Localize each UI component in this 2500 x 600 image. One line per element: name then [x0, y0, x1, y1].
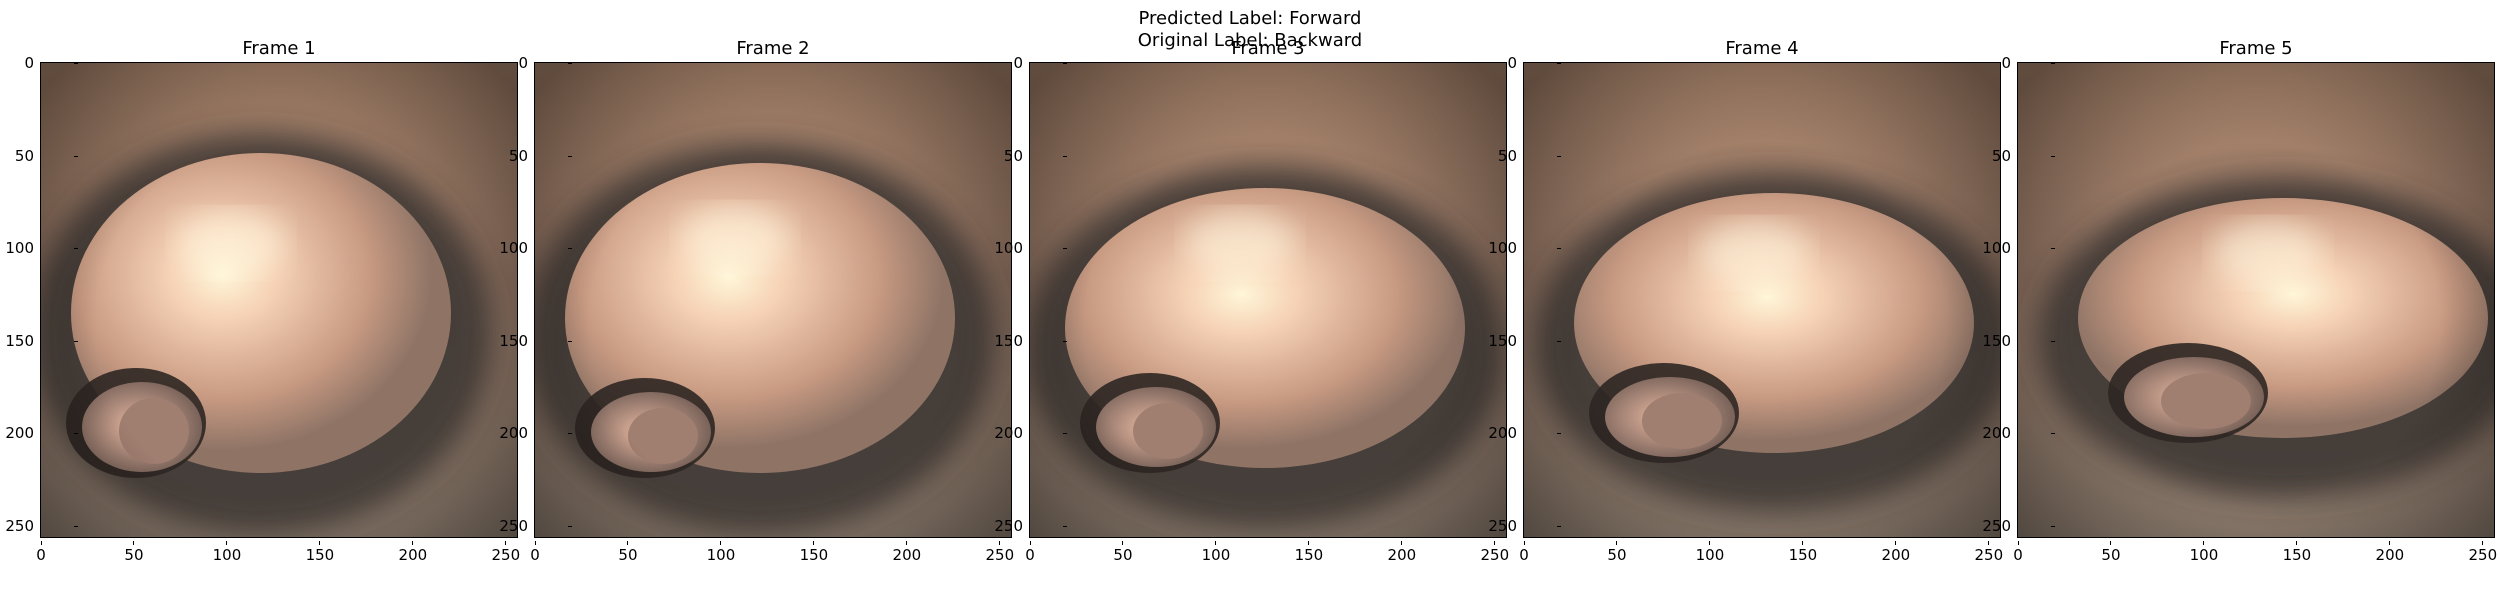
y-tick-label: 50 — [1477, 148, 1561, 164]
y-tick-label: 100 — [0, 241, 78, 256]
y-tick-label: 200 — [0, 426, 78, 441]
y-tick-label: 250 — [0, 518, 78, 534]
x-tick-label: 150 — [1289, 541, 1329, 563]
x-tick-label: 150 — [2277, 541, 2317, 563]
y-tick-label: 0 — [0, 56, 78, 71]
y-tick-label: 100 — [983, 241, 1067, 256]
y-tick-label: 50 — [488, 148, 572, 164]
y-tick-label: 150 — [488, 333, 572, 349]
x-tick-label: 200 — [2370, 541, 2410, 563]
frame-image — [2017, 62, 2495, 538]
y-tick-label: 200 — [1477, 426, 1561, 441]
y-tick-label: 150 — [0, 333, 78, 349]
frame-image — [1523, 62, 2001, 538]
x-tick-label: 0 — [515, 541, 555, 563]
y-tick-label: 200 — [1971, 426, 2055, 441]
y-tick-label: 100 — [488, 241, 572, 256]
y-tick-label: 250 — [1971, 518, 2055, 534]
frame-panel-3: Frame 3 0 50 100 150 200 250 0 50 100 150 200 250 — [994, 0, 1509, 600]
frame-image — [534, 62, 1012, 538]
y-tick-label: 150 — [1971, 333, 2055, 349]
figure-suptitle: Predicted Label: Forward Original Label:… — [0, 8, 2500, 52]
original-label: Original Label: Backward — [1137, 30, 1363, 51]
x-tick-label: 50 — [608, 541, 648, 563]
x-tick-label: 250 — [2463, 541, 2500, 563]
x-tick-label: 100 — [2184, 541, 2224, 563]
frame-panel-5: Frame 5 0 50 100 150 200 250 0 50 100 150 200 250 — [1982, 0, 2497, 600]
frame-panel-1: Frame 1 0 50 100 150 200 250 0 50 100 150 200 250 — [5, 0, 520, 600]
y-tick-label: 0 — [488, 56, 572, 71]
frame-image — [40, 62, 518, 538]
x-tick-label: 250 — [980, 541, 1020, 563]
frame-title: Frame 1 — [242, 38, 316, 59]
x-tick-label: 250 — [1475, 541, 1515, 563]
frame-title: Frame 2 — [736, 38, 810, 59]
frame-title: Frame 4 — [1725, 38, 1799, 59]
x-tick-label: 50 — [114, 541, 154, 563]
x-tick-label: 100 — [1690, 541, 1730, 563]
y-tick-label: 250 — [1477, 518, 1561, 534]
frame-title: Frame 3 — [1231, 38, 1305, 59]
predicted-label: Predicted Label: Forward — [1138, 8, 1362, 29]
x-tick-label: 150 — [300, 541, 340, 563]
x-tick-label: 200 — [1382, 541, 1422, 563]
y-tick-label: 0 — [1477, 56, 1561, 71]
y-tick-label: 200 — [488, 426, 572, 441]
x-tick-label: 100 — [701, 541, 741, 563]
y-tick-label: 100 — [1971, 241, 2055, 256]
y-tick-label: 150 — [1477, 333, 1561, 349]
x-tick-label: 250 — [1969, 541, 2009, 563]
y-tick-label: 50 — [1971, 148, 2055, 164]
x-tick-label: 50 — [1597, 541, 1637, 563]
frame-panel-4: Frame 4 0 50 100 150 200 250 0 50 100 150 200 250 — [1488, 0, 2003, 600]
y-tick-label: 0 — [983, 56, 1067, 71]
x-tick-label: 200 — [393, 541, 433, 563]
y-tick-label: 250 — [488, 518, 572, 534]
x-tick-label: 200 — [887, 541, 927, 563]
y-tick-label: 250 — [983, 518, 1067, 534]
y-tick-label: 150 — [983, 333, 1067, 349]
x-tick-label: 50 — [1103, 541, 1143, 563]
y-tick-label: 100 — [1477, 241, 1561, 256]
y-tick-label: 50 — [983, 148, 1067, 164]
x-tick-label: 150 — [794, 541, 834, 563]
y-tick-label: 200 — [983, 426, 1067, 441]
x-tick-label: 0 — [1504, 541, 1544, 563]
x-tick-label: 100 — [207, 541, 247, 563]
x-tick-label: 200 — [1876, 541, 1916, 563]
y-tick-label: 0 — [1971, 56, 2055, 71]
x-tick-label: 100 — [1196, 541, 1236, 563]
y-tick-label: 50 — [0, 148, 78, 164]
frame-image — [1029, 62, 1507, 538]
x-tick-label: 250 — [486, 541, 526, 563]
x-tick-label: 150 — [1783, 541, 1823, 563]
x-tick-label: 0 — [1010, 541, 1050, 563]
frame-title: Frame 5 — [2219, 38, 2293, 59]
x-tick-label: 0 — [1998, 541, 2038, 563]
x-tick-label: 0 — [21, 541, 61, 563]
x-tick-label: 50 — [2091, 541, 2131, 563]
frame-panel-2: Frame 2 0 50 100 150 200 250 0 50 100 150 200 250 — [499, 0, 1014, 600]
